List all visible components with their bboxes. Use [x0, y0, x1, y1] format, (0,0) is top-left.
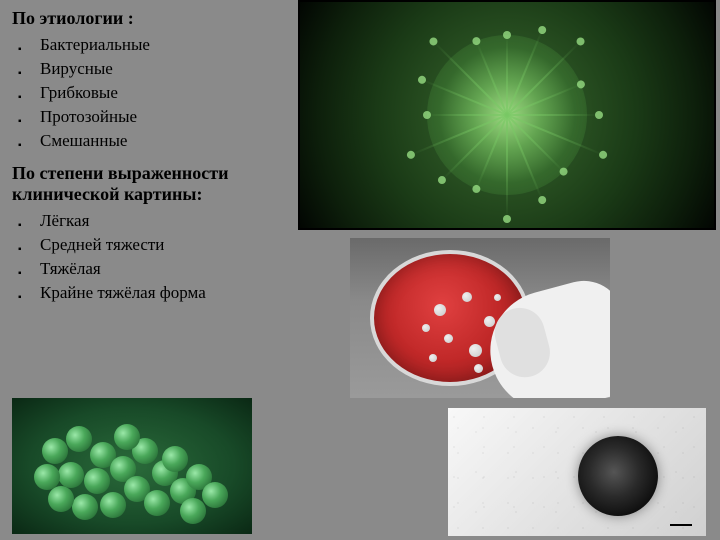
colony	[429, 354, 437, 362]
colony	[469, 344, 482, 357]
colony	[474, 364, 483, 373]
colony	[484, 316, 495, 327]
em-scale-bar	[670, 524, 692, 526]
list-item: Средней тяжести	[12, 233, 312, 257]
list-item: Грибковые	[12, 81, 312, 105]
heading-etiology: По этиологии :	[12, 8, 312, 29]
viral-particle	[202, 482, 228, 508]
list-etiology: Бактериальные Вирусные Грибковые Протозо…	[12, 33, 312, 153]
colony	[444, 334, 453, 343]
viral-particle	[48, 486, 74, 512]
list-item: Тяжёлая	[12, 257, 312, 281]
viral-particle	[34, 464, 60, 490]
viral-particle	[144, 490, 170, 516]
virus-spike	[507, 114, 599, 116]
viral-particle	[100, 492, 126, 518]
list-severity: Лёгкая Средней тяжести Тяжёлая Крайне тя…	[12, 209, 312, 305]
text-column: По этиологии : Бактериальные Вирусные Гр…	[12, 8, 312, 315]
list-item: Бактериальные	[12, 33, 312, 57]
viral-particle	[66, 426, 92, 452]
image-virus-render	[298, 0, 716, 230]
image-em-micrograph	[448, 408, 706, 536]
image-petri-dish	[350, 238, 610, 398]
colony	[422, 324, 430, 332]
colony	[462, 292, 472, 302]
list-item: Смешанные	[12, 129, 312, 153]
list-item: Вирусные	[12, 57, 312, 81]
viral-particle	[162, 446, 188, 472]
image-green-micrograph	[12, 398, 252, 534]
viral-particle	[58, 462, 84, 488]
em-grain	[448, 408, 706, 536]
colony	[434, 304, 446, 316]
list-item: Крайне тяжёлая форма	[12, 281, 312, 305]
list-item: Протозойные	[12, 105, 312, 129]
viral-particle	[72, 494, 98, 520]
viral-particle	[42, 438, 68, 464]
virus-spike	[427, 114, 507, 116]
viral-particle	[114, 424, 140, 450]
colony	[494, 294, 501, 301]
virus-spike	[506, 35, 508, 115]
viral-particle	[180, 498, 206, 524]
list-item: Лёгкая	[12, 209, 312, 233]
virus-spike	[506, 115, 508, 219]
em-particle	[578, 436, 658, 516]
heading-severity: По степени выраженности клинической карт…	[12, 163, 312, 205]
viral-particle	[84, 468, 110, 494]
